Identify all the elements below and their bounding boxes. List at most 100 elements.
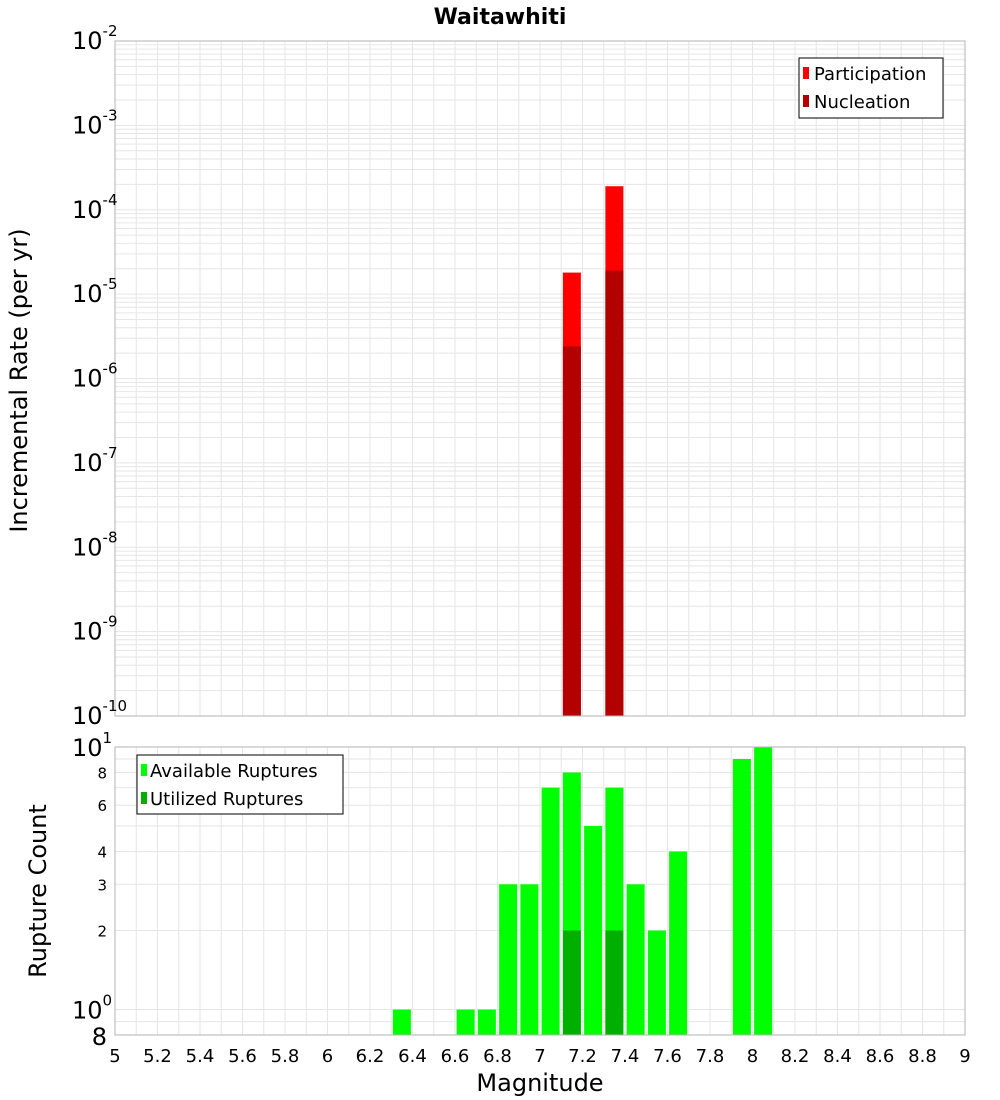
y-tick-label: 101 xyxy=(72,729,112,762)
legend-box xyxy=(136,754,344,815)
y-tick-exponent: -7 xyxy=(103,444,118,462)
y-tick-exponent: -10 xyxy=(103,697,128,715)
x-tick-label: 6.8 xyxy=(483,1046,512,1067)
top-frame xyxy=(114,40,966,717)
y-tick-label: 2 xyxy=(97,923,107,941)
x-tick-label: 5.2 xyxy=(143,1046,172,1067)
y-tick-exponent: -3 xyxy=(103,106,118,124)
x-tick-label: 8.8 xyxy=(908,1046,937,1067)
y-tick-base: 10 xyxy=(72,280,103,308)
y-tick-label: 10-8 xyxy=(72,528,118,561)
chart-title: Waitawhiti xyxy=(434,5,567,30)
available-ruptures-bar xyxy=(669,851,688,1035)
x-axis-label: Magnitude xyxy=(476,1069,603,1097)
x-tick-label: 5.6 xyxy=(228,1046,257,1067)
x-tick-label: 6.4 xyxy=(398,1046,427,1067)
x-tick-label: 7 xyxy=(534,1046,545,1067)
top-y-axis-label: Incremental Rate (per yr) xyxy=(5,228,33,532)
legend-label-nucleation: Nucleation xyxy=(814,92,910,113)
available-ruptures-bar xyxy=(754,747,773,1035)
y-tick-label: 3 xyxy=(97,876,107,894)
legend-swatch-nucleation xyxy=(803,95,809,107)
legend-swatch-available xyxy=(141,764,147,776)
bottom-legend: Available Ruptures Utilized Ruptures xyxy=(136,754,344,815)
y-tick-base: 10 xyxy=(72,997,103,1025)
y-tick-exponent: -5 xyxy=(103,275,118,293)
y-tick-label: 10-10 xyxy=(72,697,127,730)
nucleation-bar xyxy=(605,270,624,716)
y-tick-base: 10 xyxy=(72,27,103,55)
y-tick-base: 10 xyxy=(72,365,103,393)
y-tick-base: 10 xyxy=(72,449,103,477)
y-tick-label: 6 xyxy=(97,797,107,815)
y-tick-label: 10-3 xyxy=(72,106,118,139)
y-tick-base: 10 xyxy=(72,618,103,646)
y-tick-label: 10-4 xyxy=(72,191,118,224)
x-tick-label: 6 xyxy=(322,1046,333,1067)
y-tick-label: 10-5 xyxy=(72,275,118,308)
y-tick-label: 8 xyxy=(92,1023,107,1051)
y-tick-label: 10-2 xyxy=(72,22,118,55)
available-ruptures-bar xyxy=(732,759,751,1035)
available-ruptures-bar xyxy=(584,826,603,1035)
available-ruptures-bar xyxy=(456,1009,475,1035)
available-ruptures-bar xyxy=(626,884,645,1035)
y-tick-label: 8 xyxy=(97,764,107,782)
y-tick-label: 10-6 xyxy=(72,360,118,393)
x-ticks: 5 5.2 5.4 5.6 5.8 6 6.2 6.4 6.6 6.8 7 7.2 7.4 7.6 7.8 8… xyxy=(109,1046,970,1067)
available-ruptures-bar xyxy=(499,884,518,1035)
x-tick-label: 8.4 xyxy=(823,1046,852,1067)
available-ruptures-bar xyxy=(541,787,560,1035)
y-tick-exponent: -2 xyxy=(103,22,118,40)
x-tick-label: 6.6 xyxy=(441,1046,470,1067)
top-bars xyxy=(562,186,624,716)
bottom-frame xyxy=(114,746,966,1036)
legend-box xyxy=(798,57,944,119)
y-tick-label: 4 xyxy=(97,843,107,861)
y-tick-base: 10 xyxy=(72,702,103,730)
y-tick-base: 10 xyxy=(72,734,103,762)
y-tick-base: 10 xyxy=(72,111,103,139)
legend-label-utilized: Utilized Ruptures xyxy=(150,789,303,810)
top-grid xyxy=(114,41,966,717)
legend-label-available: Available Ruptures xyxy=(150,761,318,782)
bottom-y-axis-label: Rupture Count xyxy=(24,804,52,978)
available-ruptures-bar xyxy=(392,1009,411,1035)
y-tick-exponent: -8 xyxy=(103,528,118,546)
x-tick-label: 6.2 xyxy=(356,1046,385,1067)
x-tick-label: 7.8 xyxy=(696,1046,725,1067)
bottom-bars xyxy=(392,747,773,1035)
x-tick-label: 8 xyxy=(747,1046,758,1067)
x-tick-label: 5.8 xyxy=(271,1046,300,1067)
x-tick-label: 8.6 xyxy=(866,1046,895,1067)
y-tick-exponent: 1 xyxy=(103,729,113,747)
utilized-ruptures-bar xyxy=(562,930,581,1035)
available-ruptures-bar xyxy=(520,884,539,1035)
nucleation-bar xyxy=(562,346,581,716)
y-tick-base: 10 xyxy=(72,196,103,224)
x-tick-label: 9 xyxy=(959,1046,970,1067)
legend-swatch-participation xyxy=(803,67,809,79)
y-tick-exponent: 0 xyxy=(103,992,113,1010)
y-tick-label: 10-7 xyxy=(72,444,118,477)
y-tick-exponent: -6 xyxy=(103,360,118,378)
legend-label-participation: Participation xyxy=(814,64,926,85)
x-tick-label: 7.2 xyxy=(568,1046,597,1067)
x-tick-label: 5 xyxy=(109,1046,120,1067)
y-tick-base: 10 xyxy=(72,533,103,561)
x-tick-label: 7.6 xyxy=(653,1046,682,1067)
y-tick-label: 100 xyxy=(72,992,112,1025)
y-tick-exponent: -9 xyxy=(103,613,118,631)
y-tick-exponent: -4 xyxy=(103,191,118,209)
legend-swatch-utilized xyxy=(141,792,147,804)
available-ruptures-bar xyxy=(477,1009,496,1035)
y-tick-label: 10-9 xyxy=(72,613,118,646)
top-legend: Participation Nucleation xyxy=(798,57,944,119)
x-tick-label: 8.2 xyxy=(781,1046,810,1067)
utilized-ruptures-bar xyxy=(605,930,624,1035)
